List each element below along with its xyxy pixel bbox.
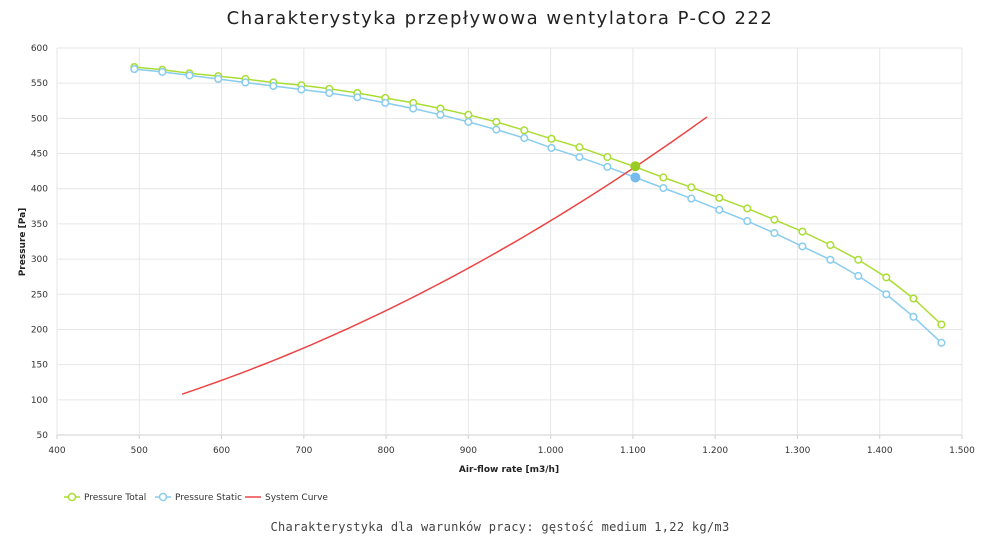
y-tick-label: 400 — [31, 185, 48, 195]
data-point-pressure-static — [325, 88, 334, 98]
axis-layer: 50 100 150 200 250 300 350 400 450 500 550 600 400 50… — [31, 44, 975, 456]
x-tick-label: 1.500 — [949, 446, 975, 456]
data-point-pressure-total — [826, 240, 835, 250]
legend-label-pressure-total: Pressure Total — [84, 493, 146, 503]
series-line-system-curve — [181, 116, 708, 395]
y-tick-label: 250 — [31, 290, 48, 300]
legend-label-system-curve: System Curve — [265, 493, 328, 503]
data-point-pressure-total — [770, 215, 779, 224]
y-tick-label: 450 — [31, 150, 48, 160]
series-line-pressure-total — [134, 66, 942, 326]
x-tick-label: 1.400 — [867, 446, 893, 456]
data-point-pressure-static — [409, 104, 418, 113]
y-tick-label: 150 — [31, 361, 48, 371]
data-point-pressure-total — [909, 294, 918, 303]
data-point-pressure-static — [547, 143, 556, 152]
legend: Pressure Total Pressure Static System Cu… — [64, 492, 328, 503]
data-point-pressure-static — [659, 183, 668, 193]
data-point-pressure-total — [492, 117, 501, 126]
legend-marker-pressure-total — [67, 492, 77, 502]
operating-point-pressure-static — [630, 172, 641, 183]
x-tick-label: 500 — [131, 446, 148, 456]
y-tick-label: 50 — [37, 431, 49, 441]
data-point-pressure-static — [464, 117, 473, 126]
data-point-pressure-static — [909, 312, 918, 321]
grid-layer — [56, 47, 963, 439]
x-tick-label: 1.300 — [785, 446, 811, 456]
y-tick-label: 100 — [31, 396, 48, 406]
series-layer — [130, 62, 946, 395]
data-point-pressure-static — [798, 242, 807, 251]
legend-item-pressure-static[interactable]: Pressure Static — [155, 492, 242, 503]
y-tick-label: 350 — [31, 220, 48, 230]
data-point-pressure-static — [854, 271, 863, 281]
legend-item-pressure-total[interactable]: Pressure Total — [64, 492, 146, 503]
chart-caption: Charakterystyka dla warunków pracy: gęst… — [270, 520, 730, 534]
x-tick-label: 400 — [48, 446, 65, 456]
legend-item-system-curve[interactable]: System Curve — [245, 493, 328, 503]
data-point-pressure-static — [130, 65, 139, 74]
data-point-pressure-static — [297, 85, 306, 94]
legend-marker-pressure-static — [158, 492, 168, 502]
y-tick-label: 600 — [31, 44, 48, 54]
data-point-pressure-static — [269, 81, 278, 91]
data-point-pressure-total — [854, 255, 863, 264]
y-tick-label: 200 — [31, 325, 48, 335]
x-tick-label: 700 — [295, 446, 312, 456]
data-point-pressure-static — [826, 255, 835, 264]
data-point-pressure-static — [770, 229, 779, 238]
y-tick-label: 300 — [31, 255, 48, 265]
chart-title: Charakterystyka przepływowa wentylatora … — [226, 8, 774, 29]
operating-point-pressure-total — [630, 161, 641, 172]
data-point-pressure-total — [603, 153, 612, 162]
x-axis-label: Air-flow rate [m3/h] — [459, 465, 559, 475]
data-point-pressure-static — [353, 93, 362, 102]
legend-label-pressure-static: Pressure Static — [175, 493, 242, 503]
data-point-pressure-total — [659, 173, 668, 182]
data-point-pressure-total — [743, 204, 752, 213]
data-point-pressure-static — [715, 205, 724, 214]
data-point-pressure-total — [882, 273, 891, 282]
data-point-pressure-static — [436, 110, 445, 119]
data-point-pressure-static — [381, 98, 390, 107]
y-tick-label: 550 — [31, 79, 48, 89]
x-tick-label: 1.000 — [538, 446, 564, 456]
data-point-pressure-static — [575, 153, 584, 162]
data-point-pressure-static — [937, 338, 946, 347]
data-point-pressure-total — [464, 110, 473, 119]
data-point-pressure-static — [743, 217, 752, 226]
x-tick-label: 1.200 — [702, 446, 728, 456]
data-point-pressure-static — [687, 194, 696, 203]
x-tick-label: 600 — [213, 446, 230, 456]
data-point-pressure-static — [603, 162, 612, 171]
y-tick-label: 500 — [31, 114, 48, 124]
data-point-pressure-static — [158, 67, 167, 76]
data-point-pressure-total — [547, 134, 556, 143]
data-point-pressure-total — [715, 193, 724, 202]
data-point-pressure-static — [241, 78, 250, 87]
data-point-pressure-static — [214, 74, 223, 84]
data-point-pressure-total — [937, 320, 946, 329]
data-point-pressure-static — [882, 290, 891, 299]
data-point-pressure-static — [520, 134, 529, 143]
data-point-pressure-total — [798, 227, 807, 236]
series-line-pressure-static — [134, 68, 942, 344]
data-point-pressure-static — [185, 71, 194, 80]
data-point-pressure-static — [492, 125, 501, 134]
y-axis-label: Pressure [Pa] — [18, 208, 28, 277]
data-point-pressure-total — [575, 143, 584, 152]
x-tick-label: 800 — [377, 446, 394, 456]
data-point-pressure-total — [520, 126, 529, 135]
x-tick-label: 900 — [460, 446, 477, 456]
x-tick-label: 1.100 — [620, 446, 646, 456]
data-point-pressure-total — [687, 183, 696, 192]
